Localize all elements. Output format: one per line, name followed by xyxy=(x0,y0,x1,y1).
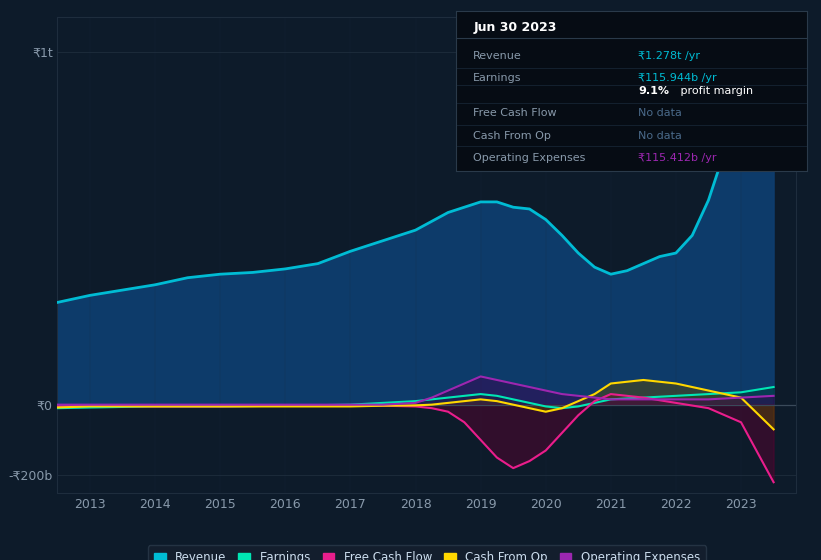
Text: Jun 30 2023: Jun 30 2023 xyxy=(473,21,557,34)
Legend: Revenue, Earnings, Free Cash Flow, Cash From Op, Operating Expenses: Revenue, Earnings, Free Cash Flow, Cash … xyxy=(148,545,706,560)
Text: ₹115.944b /yr: ₹115.944b /yr xyxy=(639,73,717,83)
Text: Earnings: Earnings xyxy=(473,73,521,83)
Text: ₹115.412b /yr: ₹115.412b /yr xyxy=(639,153,717,163)
Text: Free Cash Flow: Free Cash Flow xyxy=(473,108,557,118)
Text: 9.1%: 9.1% xyxy=(639,86,669,96)
Text: profit margin: profit margin xyxy=(677,86,753,96)
Text: Revenue: Revenue xyxy=(473,51,522,61)
Text: No data: No data xyxy=(639,130,682,141)
Text: Cash From Op: Cash From Op xyxy=(473,130,551,141)
Text: ₹1.278t /yr: ₹1.278t /yr xyxy=(639,51,700,61)
Text: Operating Expenses: Operating Expenses xyxy=(473,153,585,163)
Text: No data: No data xyxy=(639,108,682,118)
